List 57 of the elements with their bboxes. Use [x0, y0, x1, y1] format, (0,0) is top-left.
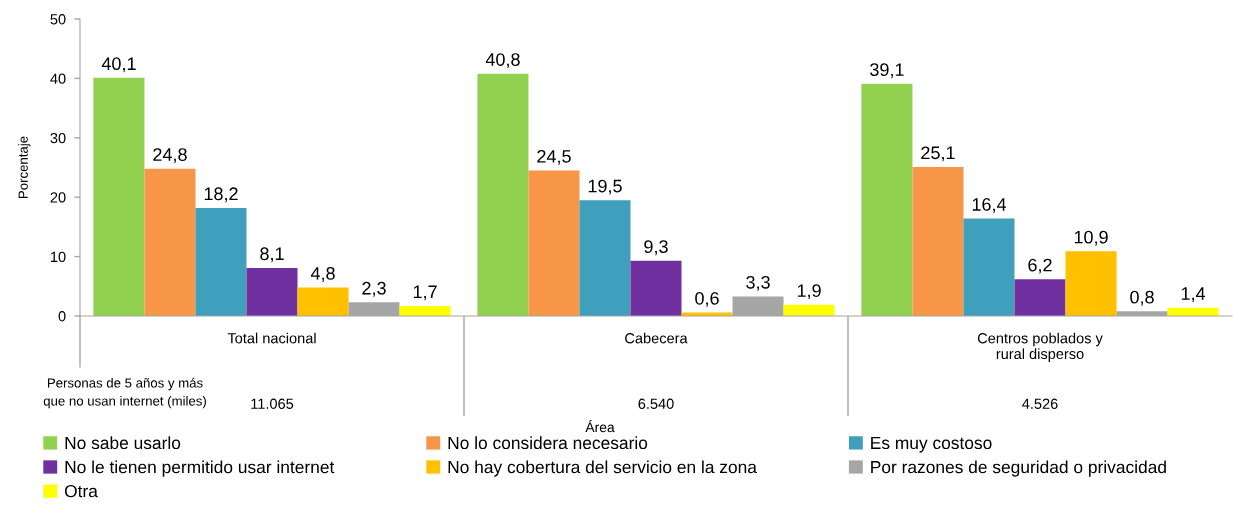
legend-label: No lo considera necesario [448, 436, 648, 450]
bar [912, 166, 964, 316]
bar [1014, 279, 1066, 316]
bar [195, 207, 247, 316]
bar [861, 83, 913, 316]
bar [144, 168, 196, 316]
data-label: 24,5 [537, 149, 571, 165]
data-label: 8,1 [260, 247, 284, 263]
bar [579, 200, 631, 316]
data-label: 25,1 [921, 146, 955, 162]
x-tick-label: Centros poblados y rural disperso [977, 332, 1103, 362]
bar [93, 77, 145, 316]
data-label: 0,6 [695, 291, 719, 307]
y-tick-label: 30 [50, 132, 66, 144]
bar [963, 218, 1015, 316]
text: 11.065 [251, 398, 294, 409]
text: 6.540 [638, 398, 674, 409]
y-tick-label: 0 [58, 311, 66, 322]
text: Personas de 5 años y más que no usan internet (miles) [43, 377, 206, 409]
data-label: 9,3 [644, 240, 668, 256]
data-label: 39,1 [870, 63, 904, 79]
data-label: 1,4 [1181, 287, 1206, 303]
legend-label: Por razones de seguridad o privacidad [871, 460, 1166, 477]
legend-label: No hay cobertura del servicio en la zona [448, 460, 757, 477]
legend-label: Es muy costoso [871, 436, 992, 453]
bar [297, 287, 349, 316]
data-label: 1,9 [797, 284, 821, 300]
data-label: 2,3 [362, 281, 386, 297]
x-tick-label: Total nacional [227, 332, 316, 344]
y-tick-label: 10 [51, 251, 66, 263]
data-label: 18,2 [204, 187, 238, 203]
bar [477, 73, 529, 316]
data-label: 4,8 [310, 266, 335, 282]
y-tick-label: 50 [50, 14, 66, 25]
bar [630, 260, 682, 316]
x-axis-title: Área [585, 420, 615, 433]
data-label: 16,4 [972, 198, 1007, 213]
data-label: 40,8 [485, 53, 520, 69]
x-tick-label: Cabecera [625, 332, 688, 344]
y-axis-title: Porcentaje [18, 136, 31, 198]
legend-label: No sabe usarlo [65, 436, 181, 450]
y-tick-label: 40 [50, 73, 66, 84]
y-tick-label: 20 [50, 192, 66, 203]
data-label: 3,3 [746, 275, 770, 291]
data-label: 6,2 [1028, 258, 1052, 274]
data-label: 0,8 [1130, 290, 1154, 306]
data-label: 40,1 [101, 57, 136, 73]
bar [528, 170, 580, 316]
data-label: 24,8 [153, 148, 187, 164]
bar [246, 267, 298, 316]
data-label: 1,7 [413, 285, 437, 301]
legend-label: Otra [64, 484, 98, 498]
legend-label: No le tienen permitido usar internet [65, 460, 335, 477]
bar [1065, 251, 1117, 316]
data-label: 10,9 [1074, 230, 1108, 246]
text: 4.526 [1022, 398, 1058, 409]
data-label: 19,5 [588, 179, 622, 195]
